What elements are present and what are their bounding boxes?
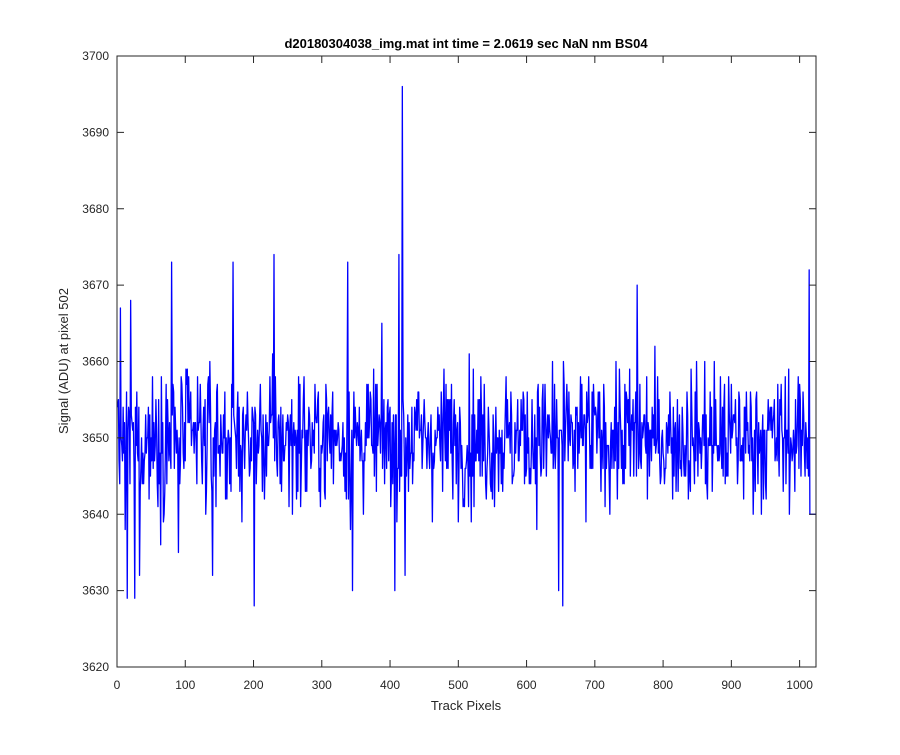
data-layer <box>117 85 816 607</box>
y-tick-label: 3630 <box>82 584 109 598</box>
y-tick-label: 3620 <box>82 660 109 674</box>
x-axis-title: Track Pixels <box>431 698 502 713</box>
x-tick-label: 100 <box>175 678 195 692</box>
x-tick-label: 400 <box>380 678 400 692</box>
x-tick-label: 800 <box>653 678 673 692</box>
x-tick-label: 300 <box>312 678 332 692</box>
x-tick-label: 200 <box>244 678 264 692</box>
plot-area <box>117 56 816 667</box>
series-line <box>117 85 816 607</box>
y-tick-label: 3650 <box>82 431 109 445</box>
x-tick-label: 900 <box>721 678 741 692</box>
x-tick-label: 0 <box>114 678 121 692</box>
x-tick-label: 600 <box>517 678 537 692</box>
y-tick-label: 3670 <box>82 278 109 292</box>
y-tick-label: 3700 <box>82 49 109 63</box>
y-axis-title: Signal (ADU) at pixel 502 <box>56 288 71 434</box>
y-tick-label: 3660 <box>82 355 109 369</box>
axes-layer: 0 100 200 300 400 500 600 700 800 900 1000 3620 3630… <box>82 49 817 692</box>
chart-title: d20180304038_img.mat int time = 2.0619 s… <box>284 36 648 51</box>
x-tick-label: 700 <box>585 678 605 692</box>
y-tick-label: 3680 <box>82 202 109 216</box>
y-tick-label: 3690 <box>82 125 109 139</box>
x-tick-label: 500 <box>448 678 468 692</box>
y-tick-label: 3640 <box>82 507 109 521</box>
x-tick-label: 1000 <box>786 678 813 692</box>
